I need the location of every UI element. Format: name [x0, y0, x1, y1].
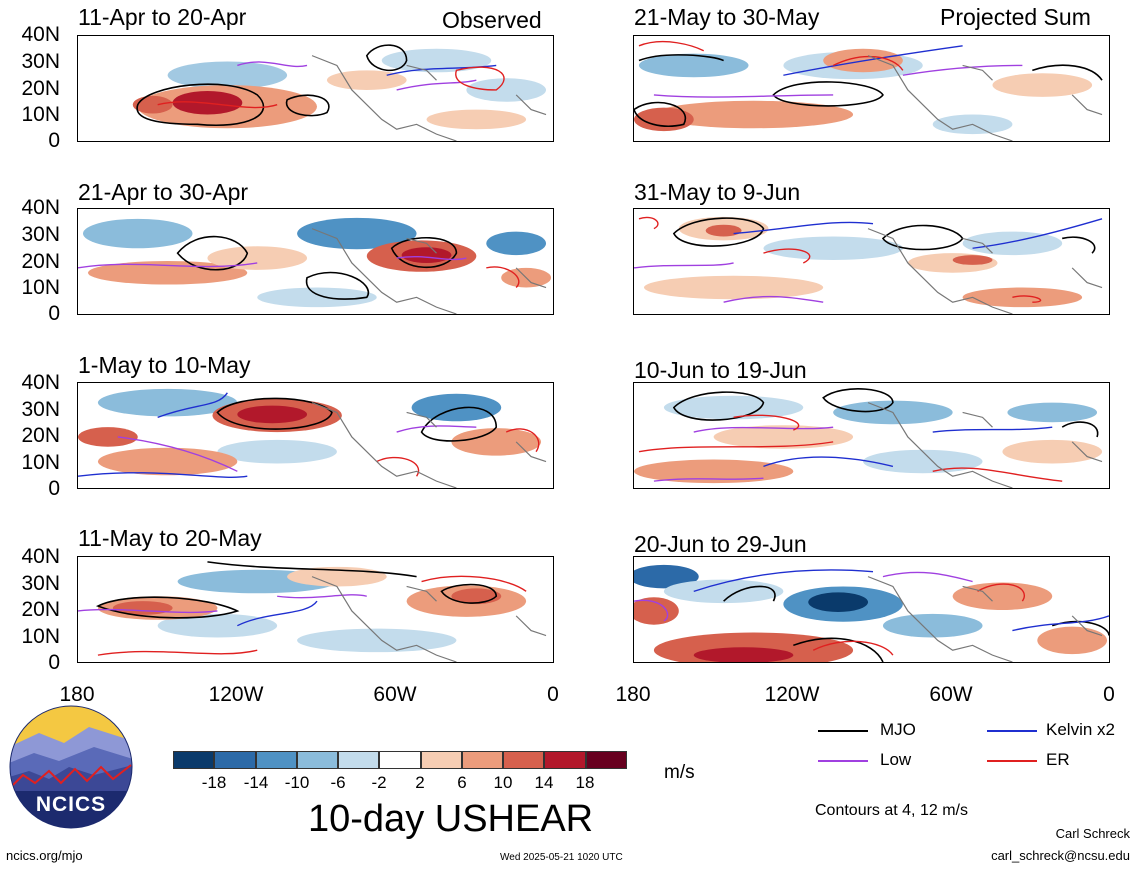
- y-tick-label: 30N: [21, 572, 60, 595]
- colorbar-tick-label: -10: [284, 773, 310, 792]
- colorbar-unit: m/s: [664, 762, 695, 783]
- colorbar-tick-label: 14: [534, 773, 554, 792]
- panel-title-right-1: 21-May to 30-May: [634, 4, 820, 30]
- contours-note: Contours at 4, 12 m/s: [815, 802, 968, 819]
- map-panel-left-1: [77, 35, 554, 142]
- y-tick-label: 20N: [21, 424, 60, 447]
- panel-title-left-2: 21-Apr to 30-Apr: [78, 179, 249, 205]
- y-tick-label: 30N: [21, 223, 60, 246]
- footer-author: Carl Schreck: [1055, 826, 1130, 841]
- map-panel-left-3: [77, 382, 554, 489]
- colorbar-tick-label: 10: [493, 773, 513, 792]
- colorbar-tick-label: 6: [457, 773, 467, 792]
- map-panel-right-2: [633, 208, 1110, 315]
- legend-line-er: [987, 760, 1037, 762]
- colorbar-swatch: [296, 751, 339, 769]
- legend-label-low: Low: [880, 750, 912, 769]
- colorbar-swatch: [255, 751, 297, 769]
- legend-line-kelvin: [987, 730, 1037, 732]
- panel-title-right-3: 10-Jun to 19-Jun: [634, 357, 807, 383]
- panel-title-left-4: 11-May to 20-May: [78, 525, 262, 551]
- y-tick-label: 20N: [21, 598, 60, 621]
- colorbar-swatch: [585, 751, 627, 769]
- y-tick-label: 30N: [21, 398, 60, 421]
- legend-label-er: ER: [1046, 750, 1070, 769]
- colorbar: [173, 751, 627, 769]
- y-tick-label: 40N: [21, 545, 60, 568]
- colorbar-swatch: [503, 751, 545, 769]
- map-panel-right-3: [633, 382, 1110, 489]
- map-panel-right-4: [633, 556, 1110, 663]
- y-tick-label: 10N: [21, 103, 60, 126]
- y-tick-label: 30N: [21, 50, 60, 73]
- y-tick-label: 10N: [21, 276, 60, 299]
- y-tick-label: 0: [48, 651, 60, 674]
- map-panel-right-1: [633, 35, 1110, 142]
- colorbar-tick-label: -6: [330, 773, 346, 792]
- colorbar-tick-label: -14: [243, 773, 269, 792]
- x-tick-label: 120W: [208, 683, 264, 706]
- y-tick-label: 10N: [21, 625, 60, 648]
- y-tick-label: 0: [48, 129, 60, 152]
- projected-sum-label: Projected Sum: [940, 4, 1091, 30]
- y-tick-label: 10N: [21, 451, 60, 474]
- colorbar-swatch: [544, 751, 586, 769]
- colorbar-tick-label: 18: [575, 773, 595, 792]
- y-tick-label: 40N: [21, 371, 60, 394]
- colorbar-tick-label: -2: [371, 773, 387, 792]
- footer-email: carl_schreck@ncsu.edu: [991, 848, 1130, 863]
- map-panel-left-2: [77, 208, 554, 315]
- y-tick-label: 20N: [21, 77, 60, 100]
- x-tick-label: 120W: [764, 683, 820, 706]
- legend-line-low: [818, 760, 868, 762]
- main-title: 10-day USHEAR: [308, 798, 594, 840]
- x-tick-label: 0: [547, 683, 559, 706]
- logo-text: NCICS: [35, 793, 107, 816]
- map-panel-left-4: [77, 556, 554, 663]
- panel-title-right-2: 31-May to 9-Jun: [634, 179, 801, 205]
- footer-url: ncics.org/mjo: [6, 848, 83, 863]
- observed-label: Observed: [442, 7, 542, 33]
- footer-timestamp: Wed 2025-05-21 1020 UTC: [500, 852, 623, 863]
- x-tick-label: 180: [615, 683, 651, 706]
- panel-title-left-1: 11-Apr to 20-Apr: [78, 4, 247, 30]
- colorbar-swatch: [379, 751, 421, 769]
- legend-label-kelvin: Kelvin x2: [1046, 720, 1115, 739]
- colorbar-tick-label: -18: [201, 773, 227, 792]
- x-tick-label: 180: [59, 683, 95, 706]
- x-tick-label: 0: [1103, 683, 1115, 706]
- ncics-logo: NCICS: [9, 705, 133, 829]
- y-tick-label: 20N: [21, 250, 60, 273]
- colorbar-swatch: [461, 751, 504, 769]
- legend-label-mjo: MJO: [880, 720, 916, 739]
- colorbar-swatch: [420, 751, 462, 769]
- legend-line-mjo: [818, 730, 868, 732]
- colorbar-tick-label: 2: [415, 773, 425, 792]
- colorbar-swatch: [338, 751, 380, 769]
- x-tick-label: 60W: [929, 683, 973, 706]
- y-tick-label: 0: [48, 302, 60, 325]
- panel-title-left-3: 1-May to 10-May: [78, 352, 251, 378]
- y-tick-label: 40N: [21, 196, 60, 219]
- colorbar-swatch: [214, 751, 256, 769]
- x-tick-label: 60W: [373, 683, 417, 706]
- colorbar-swatch: [173, 751, 215, 769]
- y-tick-label: 40N: [21, 23, 60, 46]
- y-tick-label: 0: [48, 477, 60, 500]
- panel-title-right-4: 20-Jun to 29-Jun: [634, 531, 807, 557]
